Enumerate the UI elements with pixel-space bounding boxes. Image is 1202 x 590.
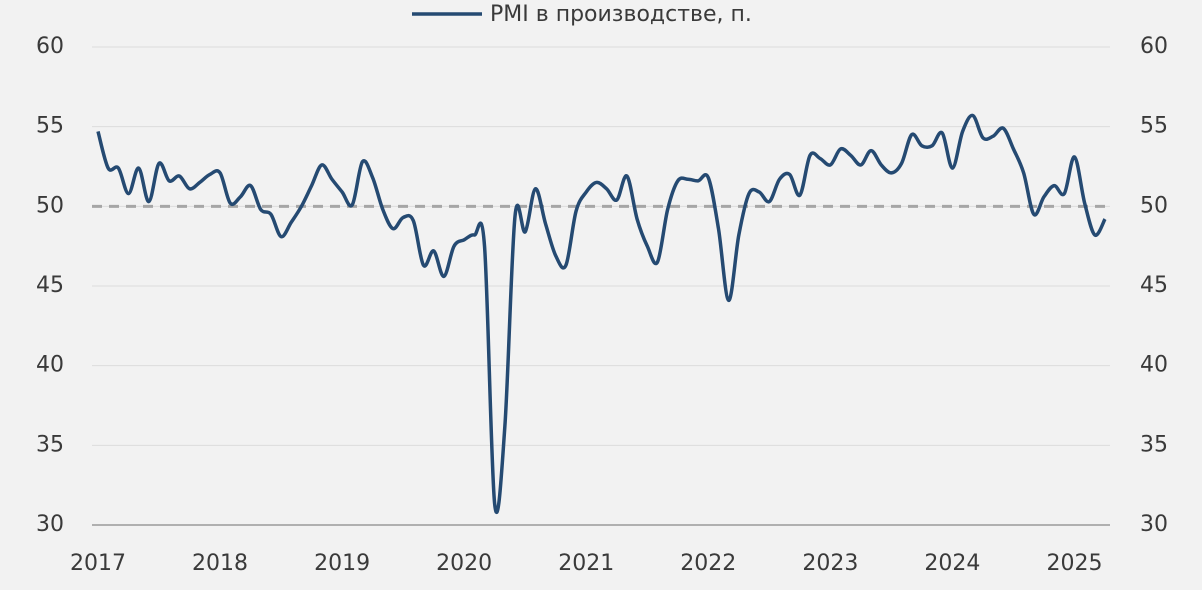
y2-tick-label: 60 [1140,34,1168,59]
y-tick-label: 30 [36,512,64,537]
y2-tick-label: 35 [1140,432,1168,457]
legend-label: PMI в производстве, п. [490,2,752,27]
y2-tick-label: 55 [1140,114,1168,139]
y2-tick-label: 50 [1140,193,1168,218]
y-tick-label: 50 [36,193,64,218]
x-tick-label: 2017 [70,551,126,576]
y2-tick-label: 40 [1140,353,1168,378]
x-tick-label: 2020 [436,551,492,576]
x-tick-label: 2025 [1046,551,1102,576]
y-tick-label: 35 [36,432,64,457]
x-tick-label: 2024 [924,551,980,576]
x-tick-label: 2021 [558,551,614,576]
y2-tick-label: 45 [1140,273,1168,298]
line-series [96,113,1107,515]
x-tick-label: 2019 [314,551,370,576]
y-tick-label: 60 [36,34,64,59]
y-tick-label: 40 [36,353,64,378]
x-tick-label: 2023 [802,551,858,576]
y2-tick-label: 30 [1140,512,1168,537]
y-tick-label: 55 [36,114,64,139]
x-tick-label: 2022 [680,551,736,576]
y-tick-label: 45 [36,273,64,298]
x-tick-label: 2018 [192,551,248,576]
